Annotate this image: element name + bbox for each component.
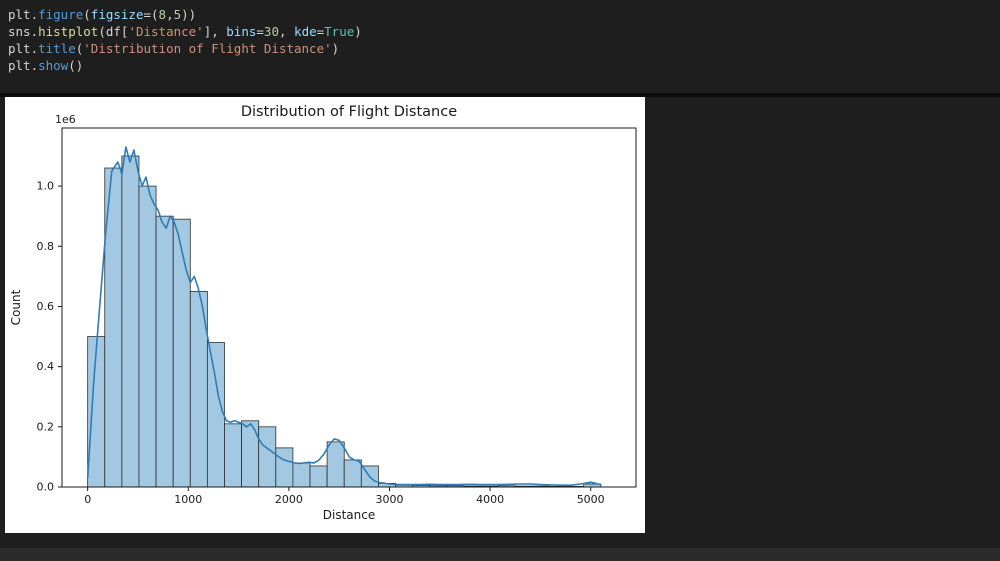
code-token: True <box>324 24 355 39</box>
y-tick-label: 0.6 <box>37 300 55 313</box>
code-token: = <box>316 24 325 39</box>
code-token: kde <box>294 24 317 39</box>
hist-bar <box>206 342 225 488</box>
code-token: )) <box>181 7 197 22</box>
y-axis-label: Count <box>9 289 23 325</box>
histogram-chart: 0 1000 2000 3000 4000 5000 0.0 0.2 0.4 0.6 0.8 1.0 D… <box>5 97 645 533</box>
hist-bar <box>292 462 311 488</box>
y-tick-label: 0.4 <box>37 360 55 373</box>
x-tick-label: 3000 <box>376 493 404 506</box>
hist-bar <box>172 218 191 488</box>
hist-bar <box>258 426 277 488</box>
y-axis-offset-label: 1e6 <box>55 113 76 126</box>
code-token: histplot <box>38 24 99 39</box>
code-token: ) <box>354 24 362 39</box>
axes-box <box>61 127 637 488</box>
code-token: plt. <box>8 7 39 22</box>
x-tick-label: 0 <box>84 493 91 506</box>
x-tick-label: 2000 <box>275 493 303 506</box>
code-line[interactable]: sns.histplot(df['Distance'], bins=30, kd… <box>8 23 1000 40</box>
code-token: = <box>256 24 264 39</box>
y-tick-label: 0.0 <box>37 481 55 494</box>
x-tick-label: 1000 <box>174 493 202 506</box>
code-token: 'Distribution of Flight Distance' <box>83 41 332 56</box>
hist-bar <box>241 420 260 488</box>
code-token: show <box>38 58 69 73</box>
code-token: ( <box>83 7 91 22</box>
y-tick-label: 0.8 <box>37 240 55 253</box>
chart-title: Distribution of Flight Distance <box>241 104 457 120</box>
code-token: figsize <box>90 7 144 22</box>
code-token: figure <box>38 7 84 22</box>
x-axis-label: Distance <box>323 508 375 522</box>
code-line[interactable]: plt.show() <box>8 57 1000 74</box>
chart-figure: 0 1000 2000 3000 4000 5000 0.0 0.2 0.4 0.6 0.8 1.0 D… <box>5 97 645 533</box>
hist-bar <box>343 459 362 488</box>
hist-bar <box>155 215 174 488</box>
code-line[interactable]: plt.figure(figsize=(8,5)) <box>8 6 1000 23</box>
code-token: , <box>166 7 174 22</box>
code-token: (df[ <box>98 24 129 39</box>
x-tick-label: 5000 <box>577 493 605 506</box>
code-token: 'Distance' <box>128 24 204 39</box>
code-token: ( <box>75 41 84 56</box>
hist-bar <box>275 447 294 488</box>
code-token: title <box>38 41 76 56</box>
x-tick-label: 4000 <box>476 493 504 506</box>
code-token: 30 <box>263 24 279 39</box>
code-token: () <box>68 58 84 73</box>
hist-bar <box>224 423 242 488</box>
cell-separator <box>0 93 1000 97</box>
code-token: plt. <box>8 58 39 73</box>
hist-bar <box>121 155 140 488</box>
code-line[interactable]: plt.title('Distribution of Flight Distan… <box>8 40 1000 57</box>
hist-bar <box>309 465 328 488</box>
code-token: sns. <box>8 24 39 39</box>
code-token: =( <box>143 7 159 22</box>
code-token: 5 <box>173 7 182 22</box>
kde-line <box>86 146 602 486</box>
code-token: bins <box>226 24 257 39</box>
y-tick-label: 1.0 <box>37 180 55 193</box>
code-token: ], <box>203 24 227 39</box>
bottom-panel <box>0 548 1000 561</box>
code-token: plt. <box>8 41 39 56</box>
hist-bar <box>326 441 345 488</box>
code-lines: plt.figure(figsize=(8,5)) sns.histplot(df… <box>8 6 1000 74</box>
hist-bar <box>138 185 157 488</box>
code-cell[interactable]: plt.figure(figsize=(8,5)) sns.histplot(df… <box>0 0 1000 93</box>
code-token: , <box>278 24 295 39</box>
y-tick-label: 0.2 <box>37 420 55 433</box>
code-token: ) <box>331 41 340 56</box>
code-token: 8 <box>158 7 167 22</box>
